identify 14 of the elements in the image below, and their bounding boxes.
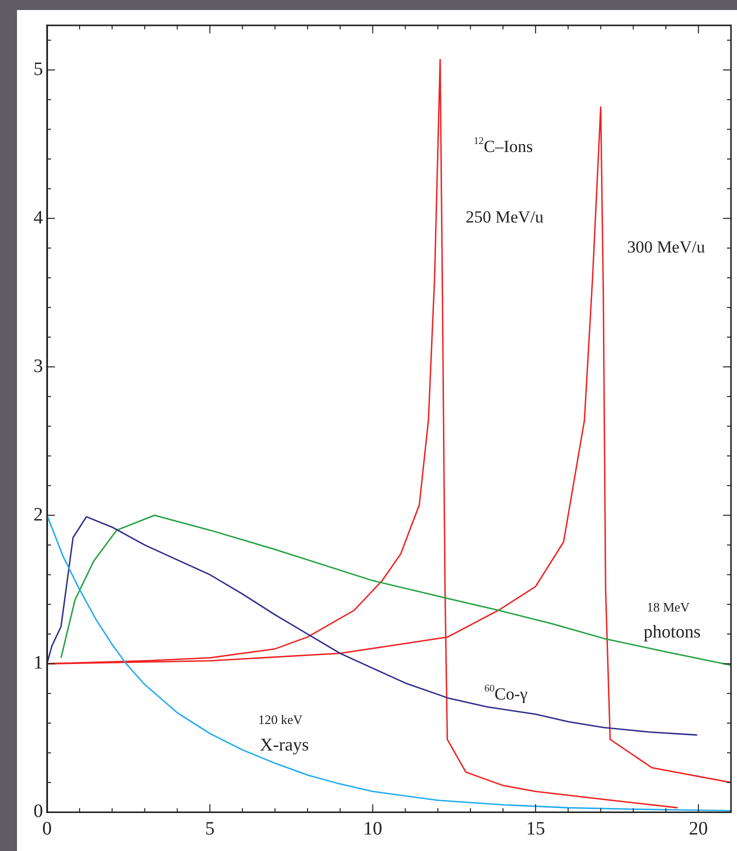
x-tick-label: 20	[688, 818, 708, 840]
x-tick-label: 10	[363, 818, 382, 840]
y-tick-label: 2	[34, 504, 43, 526]
series-label: 120 keV X-rays	[258, 712, 309, 754]
y-tick-label: 0	[34, 801, 43, 822]
series-label: 250 MeV/u	[466, 208, 544, 227]
series-label: 18 MeV photons	[644, 599, 701, 642]
y-tick-label: 4	[34, 207, 44, 228]
series-label: 300 MeV/u	[627, 238, 706, 257]
x-tick-label: 15	[526, 818, 546, 840]
y-tick-label: 3	[34, 356, 43, 377]
y-tick-label: 1	[34, 652, 43, 674]
y-tick-label: 5	[34, 58, 43, 80]
x-tick-label: 5	[205, 818, 215, 840]
